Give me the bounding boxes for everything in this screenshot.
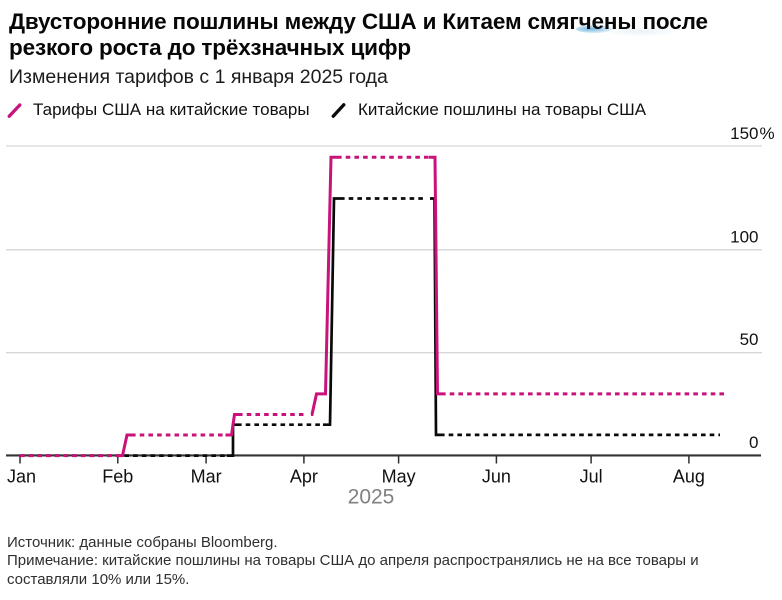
svg-text:50: 50 — [740, 330, 759, 349]
svg-text:Mar: Mar — [191, 467, 222, 487]
svg-text:Aug: Aug — [673, 467, 705, 487]
svg-text:0: 0 — [749, 433, 758, 452]
svg-text:Jul: Jul — [580, 467, 603, 487]
svg-text:Jun: Jun — [482, 467, 511, 487]
svg-text:150: 150 — [730, 124, 758, 143]
svg-text:Feb: Feb — [102, 467, 133, 487]
svg-text:Apr: Apr — [290, 467, 318, 487]
svg-text:Jan: Jan — [7, 467, 36, 487]
svg-text:100: 100 — [730, 227, 758, 246]
svg-text:2025: 2025 — [348, 486, 395, 509]
svg-text:%: % — [760, 124, 775, 143]
svg-text:May: May — [382, 467, 416, 487]
